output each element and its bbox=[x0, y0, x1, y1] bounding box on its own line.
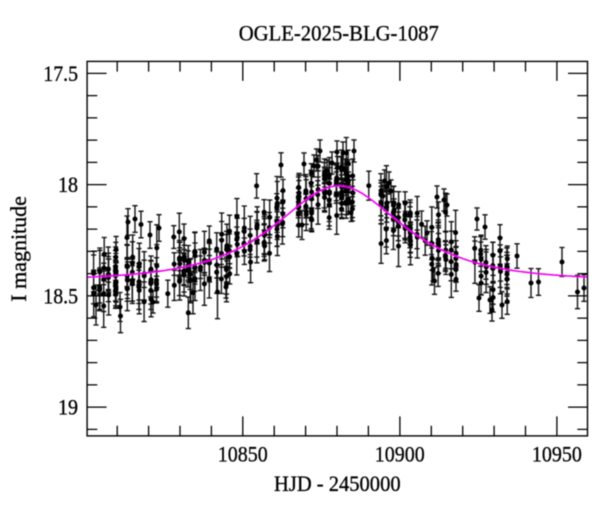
svg-text:OGLE-2025-BLG-1087: OGLE-2025-BLG-1087 bbox=[239, 21, 439, 46]
svg-text:10950: 10950 bbox=[532, 442, 582, 467]
svg-text:10850: 10850 bbox=[218, 442, 268, 467]
svg-text:18: 18 bbox=[58, 172, 78, 197]
svg-text:17.5: 17.5 bbox=[43, 61, 78, 86]
svg-text:HJD - 2450000: HJD - 2450000 bbox=[274, 471, 401, 496]
svg-text:I magnitude: I magnitude bbox=[6, 196, 31, 302]
svg-text:19: 19 bbox=[58, 395, 78, 420]
svg-text:10900: 10900 bbox=[375, 442, 425, 467]
svg-text:18.5: 18.5 bbox=[43, 283, 78, 308]
